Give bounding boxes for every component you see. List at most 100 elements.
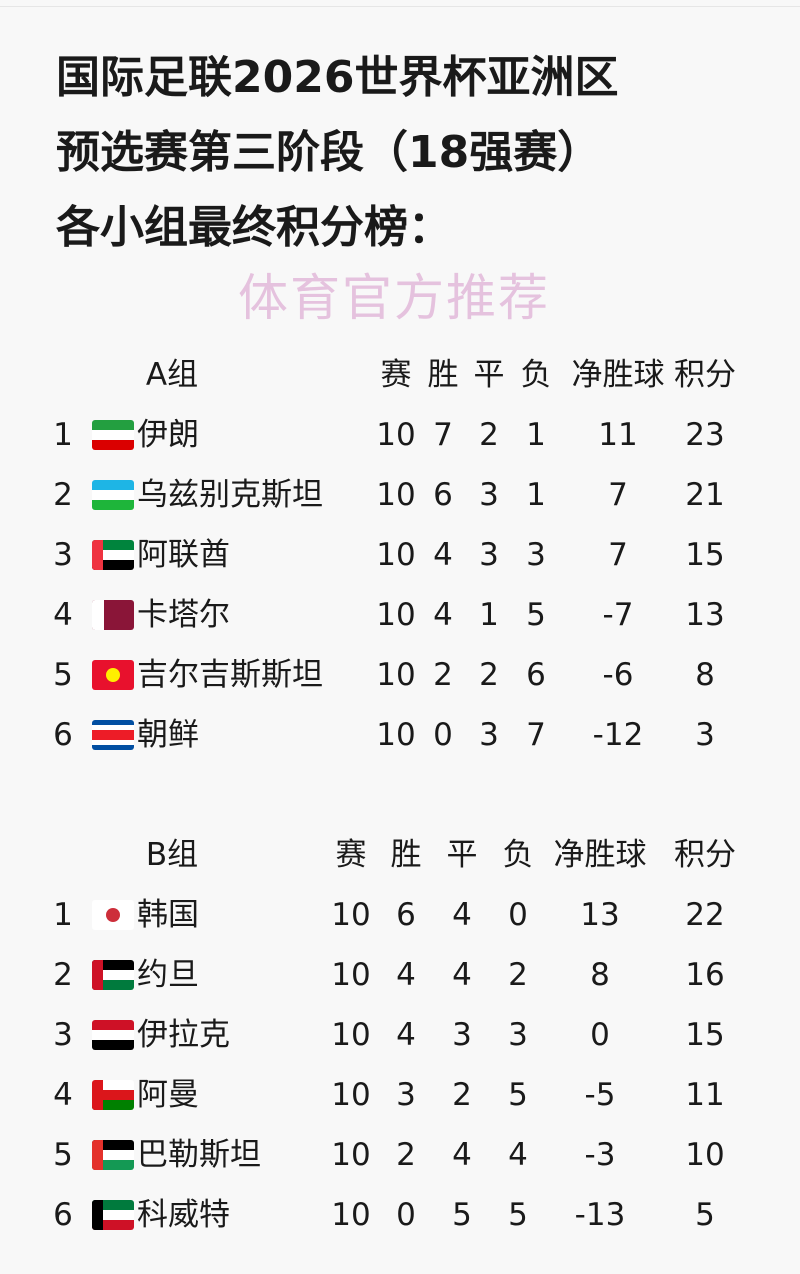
stat-cell: 3: [452, 1017, 472, 1053]
south-korea-flag-icon: [92, 900, 134, 930]
stat-cell: 1: [526, 417, 546, 453]
column-header: 赛: [335, 837, 367, 873]
column-header: 负: [502, 837, 534, 873]
stat-cell: 3: [479, 537, 499, 573]
stat-cell: 10: [376, 477, 416, 513]
stat-cell: 5: [452, 1197, 472, 1233]
table-row: 1 伊朗 10 7 2 1 11 23: [0, 405, 800, 465]
stat-cell: 15: [685, 537, 725, 573]
stat-cell: 2: [508, 957, 528, 993]
stat-cell: 10: [376, 417, 416, 453]
rank: 2: [53, 957, 73, 993]
stat-cell: 11: [685, 1077, 725, 1113]
rank: 3: [53, 1017, 73, 1053]
stat-cell: 0: [396, 1197, 416, 1233]
stat-cell: 4: [452, 1137, 472, 1173]
team-name: 朝鲜: [137, 717, 199, 753]
rank: 4: [53, 597, 73, 633]
stat-cell: 3: [526, 537, 546, 573]
top-divider: [0, 0, 800, 7]
oman-flag-icon: [92, 1080, 134, 1110]
stat-cell: 5: [508, 1077, 528, 1113]
column-header: 胜: [390, 837, 422, 873]
team-name: 伊拉克: [137, 1017, 230, 1053]
stat-cell: 10: [376, 717, 416, 753]
stat-cell: 3: [479, 717, 499, 753]
team-name: 科威特: [137, 1197, 230, 1233]
stat-cell: 4: [396, 1017, 416, 1053]
column-header: 积分: [674, 357, 736, 393]
stat-cell: -3: [584, 1137, 616, 1173]
stat-cell: 2: [433, 657, 453, 693]
stat-cell: 0: [433, 717, 453, 753]
stat-cell: 16: [685, 957, 725, 993]
stat-cell: 4: [452, 957, 472, 993]
stat-cell: 15: [685, 1017, 725, 1053]
rank: 1: [53, 417, 73, 453]
table-row: 2 约旦 10 4 4 2 8 16: [0, 945, 800, 1005]
stat-cell: 2: [479, 657, 499, 693]
stat-cell: 7: [608, 537, 628, 573]
stat-cell: 10: [376, 537, 416, 573]
stat-cell: 2: [479, 417, 499, 453]
table-row: 6 朝鲜 10 0 3 7 -12 3: [0, 705, 800, 765]
uzbekistan-flag-icon: [92, 480, 134, 510]
stat-cell: 1: [479, 597, 499, 633]
team-name: 韩国: [137, 897, 199, 933]
stat-cell: 2: [396, 1137, 416, 1173]
stat-cell: 10: [331, 957, 371, 993]
stat-cell: 7: [433, 417, 453, 453]
stat-cell: 0: [508, 897, 528, 933]
stat-cell: 1: [526, 477, 546, 513]
table-row: 3 阿联酋 10 4 3 3 7 15: [0, 525, 800, 585]
team-name: 卡塔尔: [137, 597, 230, 633]
table-row: 5 巴勒斯坦 10 2 4 4 -3 10: [0, 1125, 800, 1185]
column-header: 净胜球: [553, 837, 647, 873]
team-name: 巴勒斯坦: [137, 1137, 261, 1173]
team-name: 阿曼: [137, 1077, 199, 1113]
table-row: 4 卡塔尔 10 4 1 5 -7 13: [0, 585, 800, 645]
stat-cell: 2: [452, 1077, 472, 1113]
stat-cell: 8: [695, 657, 715, 693]
stat-cell: 10: [331, 1197, 371, 1233]
team-name: 阿联酋: [137, 537, 230, 573]
column-header: 积分: [674, 837, 736, 873]
rank: 5: [53, 657, 73, 693]
stat-cell: 4: [433, 537, 453, 573]
stat-cell: 10: [331, 1017, 371, 1053]
column-header: 负: [520, 357, 552, 393]
uae-flag-icon: [92, 540, 134, 570]
team-name: 约旦: [137, 957, 199, 993]
table-row: 2 乌兹别克斯坦 10 6 3 1 7 21: [0, 465, 800, 525]
stat-cell: 0: [590, 1017, 610, 1053]
palestine-flag-icon: [92, 1140, 134, 1170]
stat-cell: 21: [685, 477, 725, 513]
table-row: 3 伊拉克 10 4 3 3 0 15: [0, 1005, 800, 1065]
stat-cell: 3: [695, 717, 715, 753]
table-row: 4 阿曼 10 3 2 5 -5 11: [0, 1065, 800, 1125]
stat-cell: 5: [695, 1197, 715, 1233]
rank: 1: [53, 897, 73, 933]
group-name: A组: [145, 357, 199, 393]
title-line-3: 各小组最终积分榜：: [56, 202, 452, 253]
stat-cell: 6: [433, 477, 453, 513]
rank: 2: [53, 477, 73, 513]
stat-cell: 13: [685, 597, 725, 633]
north-korea-flag-icon: [92, 720, 134, 750]
stat-cell: 4: [396, 957, 416, 993]
team-name: 伊朗: [137, 417, 199, 453]
stat-cell: 5: [508, 1197, 528, 1233]
stat-cell: 10: [685, 1137, 725, 1173]
column-header: 净胜球: [571, 357, 665, 393]
stat-cell: 8: [590, 957, 610, 993]
watermark: 体育官方推荐: [238, 269, 550, 327]
stat-cell: 4: [433, 597, 453, 633]
stat-cell: 10: [376, 597, 416, 633]
kyrgyzstan-flag-icon: [92, 660, 134, 690]
stat-cell: 10: [376, 657, 416, 693]
rank: 6: [53, 1197, 73, 1233]
stat-cell: 4: [452, 897, 472, 933]
group-name: B组: [145, 837, 199, 873]
stat-cell: 23: [685, 417, 725, 453]
stat-cell: 4: [508, 1137, 528, 1173]
